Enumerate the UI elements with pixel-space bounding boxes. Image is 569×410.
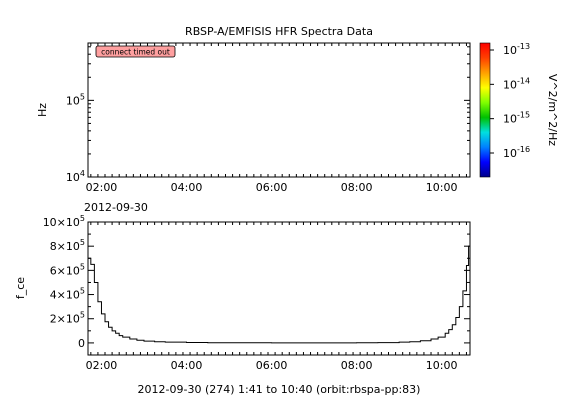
status-message-box bbox=[95, 45, 176, 58]
colorbar-label: V^2/m^2/Hz bbox=[546, 74, 559, 146]
spectrogram-y-tick-label: 105 bbox=[66, 92, 85, 107]
spectrogram-plot-area bbox=[87, 42, 471, 178]
colorbar-tick-label: 10-13 bbox=[503, 42, 530, 57]
fce-y-label: f_ce bbox=[14, 277, 27, 299]
fce-y-tick-label: 6×105 bbox=[50, 262, 85, 277]
spectrogram-y-tick-label: 104 bbox=[66, 169, 85, 184]
spectrogram-x-tick-label: 06:00 bbox=[256, 181, 288, 194]
colorbar-tick-label: 10-16 bbox=[503, 145, 530, 160]
colorbar-tick-label: 10-15 bbox=[503, 111, 530, 126]
spectrogram-y-axis: 104 105 bbox=[66, 46, 470, 184]
spectrogram-date-label: 2012-09-30 bbox=[84, 201, 148, 214]
colorbar-tick-label: 10-14 bbox=[503, 76, 530, 91]
spectrogram-x-tick-label: 10:00 bbox=[426, 181, 458, 194]
colorbar bbox=[479, 42, 491, 178]
status-message: connect timed out bbox=[101, 48, 170, 57]
spectrogram-x-tick-label: 02:00 bbox=[86, 181, 118, 194]
fce-x-label: 2012-09-30 (274) 1:41 to 10:40 (orbit:rb… bbox=[138, 383, 421, 396]
fce-x-axis: 02:00 04:00 06:00 08:00 10:00 bbox=[86, 222, 467, 372]
fce-y-tick-label: 4×105 bbox=[50, 287, 85, 302]
fce-x-tick-label: 02:00 bbox=[86, 359, 118, 372]
fce-plot-area bbox=[87, 221, 471, 356]
fce-y-tick-label: 10×105 bbox=[43, 214, 85, 229]
spectrogram-x-axis: 02:00 04:00 06:00 08:00 10:00 bbox=[86, 43, 467, 194]
colorbar-axis: 10-13 10-14 10-15 10-16 bbox=[490, 42, 530, 160]
spectrogram-title: RBSP-A/EMFISIS HFR Spectra Data bbox=[185, 25, 373, 38]
spectrogram-x-tick-label: 04:00 bbox=[171, 181, 203, 194]
fce-y-tick-label: 0 bbox=[78, 337, 85, 350]
fce-x-tick-label: 10:00 bbox=[426, 359, 458, 372]
fce-y-tick-label: 2×105 bbox=[50, 311, 85, 326]
fce-x-tick-label: 06:00 bbox=[256, 359, 288, 372]
spectrogram-x-tick-label: 08:00 bbox=[341, 181, 373, 194]
spectrogram-y-label: Hz bbox=[36, 103, 49, 117]
fce-line bbox=[88, 241, 471, 344]
fce-x-tick-label: 04:00 bbox=[171, 359, 203, 372]
fce-series bbox=[88, 241, 471, 344]
fce-x-tick-label: 08:00 bbox=[341, 359, 373, 372]
fce-y-tick-label: 8×105 bbox=[50, 238, 85, 253]
